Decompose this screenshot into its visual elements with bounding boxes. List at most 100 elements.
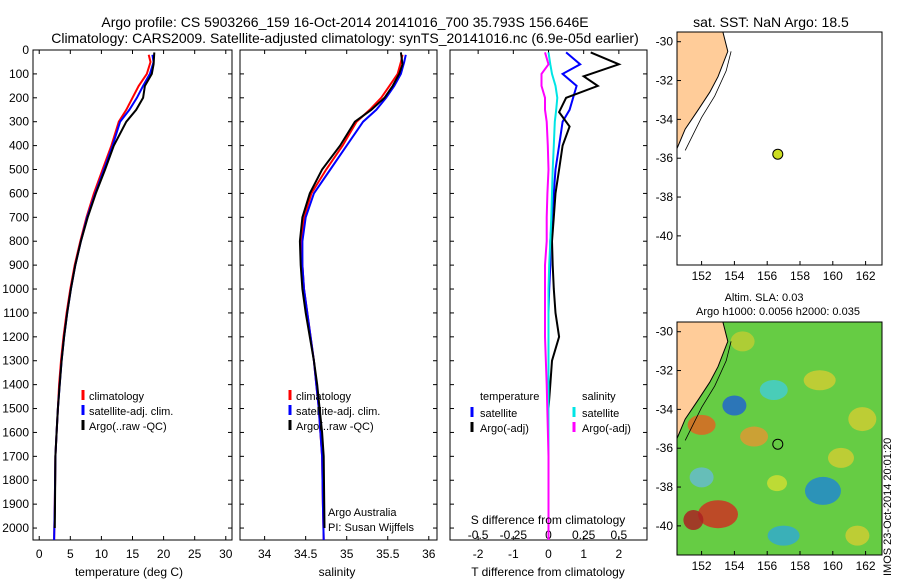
sla-map-title1: Altim. SLA: 0.03 bbox=[725, 292, 804, 304]
y-tick-label: -32 bbox=[656, 74, 674, 88]
y-tick-label: 200 bbox=[9, 91, 29, 105]
y-tick-label: -38 bbox=[656, 480, 674, 494]
x-tick-label: -2 bbox=[473, 547, 484, 561]
sla-anomaly bbox=[722, 395, 747, 416]
x-tick-label: 0 bbox=[36, 547, 43, 561]
y-tick-label: -40 bbox=[656, 229, 674, 243]
credit-line1: Argo Australia bbox=[328, 507, 397, 519]
x-tick-label: 0 bbox=[545, 547, 552, 561]
y-tick-label: 1200 bbox=[2, 330, 29, 344]
x-tick-label: 20 bbox=[157, 547, 171, 561]
sla-map-title2: Argo h1000: 0.0056 h2000: 0.035 bbox=[696, 306, 860, 318]
land bbox=[676, 321, 729, 439]
sla-anomaly bbox=[689, 467, 714, 488]
y-tick-label: 1700 bbox=[2, 449, 29, 463]
y-tick-label: 1600 bbox=[2, 425, 29, 439]
y-tick-label: -34 bbox=[656, 402, 674, 416]
legend-label: Argo(-adj) bbox=[480, 423, 529, 435]
figure-title-line1: Argo profile: CS 5903266_159 16-Oct-2014… bbox=[101, 14, 588, 30]
plot-frame bbox=[32, 49, 233, 541]
map-frame bbox=[676, 31, 883, 266]
legend-label: Argo(..raw -QC) bbox=[89, 421, 167, 433]
y-tick-label: 100 bbox=[9, 67, 29, 81]
y-tick-label: 1000 bbox=[2, 282, 29, 296]
series-line bbox=[298, 52, 404, 529]
sla-anomaly bbox=[759, 379, 788, 400]
y-tick-label: 1400 bbox=[2, 378, 29, 392]
y-tick-label: -32 bbox=[656, 364, 674, 378]
salinity-panel: 34 34.5 35 35.5 36 climatology satellite-adj. … bbox=[239, 49, 438, 561]
x-tick-label: 156 bbox=[757, 559, 777, 573]
y-tick-label: -36 bbox=[656, 441, 674, 455]
y-tick-label: 600 bbox=[9, 186, 29, 200]
x-tick-label: 35.5 bbox=[376, 547, 400, 561]
x-tick-label: 35 bbox=[340, 547, 354, 561]
plot-frame bbox=[239, 49, 438, 541]
x-tick-label: 1 bbox=[580, 547, 587, 561]
y-tick-label: 1100 bbox=[3, 306, 29, 320]
legend-label: Argo(..raw -QC) bbox=[296, 421, 374, 433]
x-tick-label: 34.5 bbox=[294, 547, 318, 561]
salinity-xlabel: salinity bbox=[319, 565, 356, 579]
y-tick-label: 1900 bbox=[2, 497, 29, 511]
s-tick-label: 0.5 bbox=[611, 528, 628, 542]
x-tick-label: 2 bbox=[616, 547, 623, 561]
x-tick-label: 34 bbox=[258, 547, 272, 561]
y-tick-label: -40 bbox=[656, 519, 674, 533]
x-tick-label: 162 bbox=[856, 559, 876, 573]
legend-label: climatology bbox=[89, 391, 145, 403]
x-tick-label: -1 bbox=[508, 547, 519, 561]
y-tick-label: 1500 bbox=[2, 402, 29, 416]
argo-location-marker bbox=[772, 148, 784, 160]
y-tick-label: -36 bbox=[656, 151, 674, 165]
y-tick-label: 1300 bbox=[2, 354, 29, 368]
series-line bbox=[540, 52, 550, 540]
x-tick-label: 152 bbox=[692, 559, 712, 573]
x-tick-label: 15 bbox=[126, 547, 140, 561]
isobath bbox=[684, 341, 732, 441]
legend-header: salinity bbox=[582, 391, 616, 403]
y-tick-label: 1800 bbox=[2, 473, 29, 487]
x-tick-label: 25 bbox=[188, 547, 202, 561]
series-line bbox=[53, 52, 156, 529]
sla-anomaly bbox=[848, 407, 877, 432]
temperature-xlabel: temperature (deg C) bbox=[75, 565, 183, 579]
legend-label: Argo(-adj) bbox=[582, 423, 631, 435]
sla-anomaly bbox=[740, 426, 769, 447]
y-tick-label: -30 bbox=[656, 325, 674, 339]
legend-label: satellite bbox=[582, 408, 619, 420]
sla-anomaly bbox=[767, 525, 800, 546]
figure-title-line2: Climatology: CARS2009. Satellite-adjuste… bbox=[51, 30, 639, 46]
credit-line2: PI: Susan Wijffels bbox=[328, 522, 414, 534]
land bbox=[676, 31, 729, 149]
x-tick-label: 158 bbox=[790, 269, 810, 283]
y-tick-label: 300 bbox=[9, 115, 29, 129]
sla-anomaly bbox=[730, 331, 755, 352]
argo-location-marker bbox=[772, 438, 784, 450]
sla-anomaly bbox=[687, 414, 716, 435]
x-tick-label: 5 bbox=[67, 547, 74, 561]
sla-anomaly bbox=[803, 370, 836, 391]
y-tick-label: -30 bbox=[656, 35, 674, 49]
sst-map-panel: 152 154 156 158 160 162 -30 -32 -34 -36 -38 -40 bbox=[656, 31, 883, 283]
y-tick-label: 500 bbox=[9, 163, 29, 177]
isobath bbox=[684, 51, 732, 151]
y-tick-label: 900 bbox=[9, 258, 29, 272]
y-tick-label: 2000 bbox=[2, 521, 29, 535]
temperature-panel: 0100200300400500600700800900100011001200… bbox=[2, 43, 232, 561]
difference-xlabel-top: S difference from climatology bbox=[471, 513, 626, 527]
legend-header: temperature bbox=[480, 391, 539, 403]
x-tick-label: 36 bbox=[422, 547, 436, 561]
y-tick-label: -34 bbox=[656, 112, 674, 126]
x-tick-label: 162 bbox=[856, 269, 876, 283]
sla-anomaly bbox=[698, 500, 738, 529]
sla-map-panel: 152 154 156 158 160 162 -30 -32 -34 -36 -38 -40 bbox=[656, 321, 883, 573]
x-tick-label: 10 bbox=[95, 547, 109, 561]
legend-label: satellite bbox=[480, 408, 517, 420]
imos-watermark: IMOS 23-Oct-2014 20:01:20 bbox=[882, 438, 894, 576]
map-frame bbox=[676, 321, 883, 556]
y-tick-label: 0 bbox=[22, 43, 29, 57]
x-tick-label: 154 bbox=[724, 269, 744, 283]
